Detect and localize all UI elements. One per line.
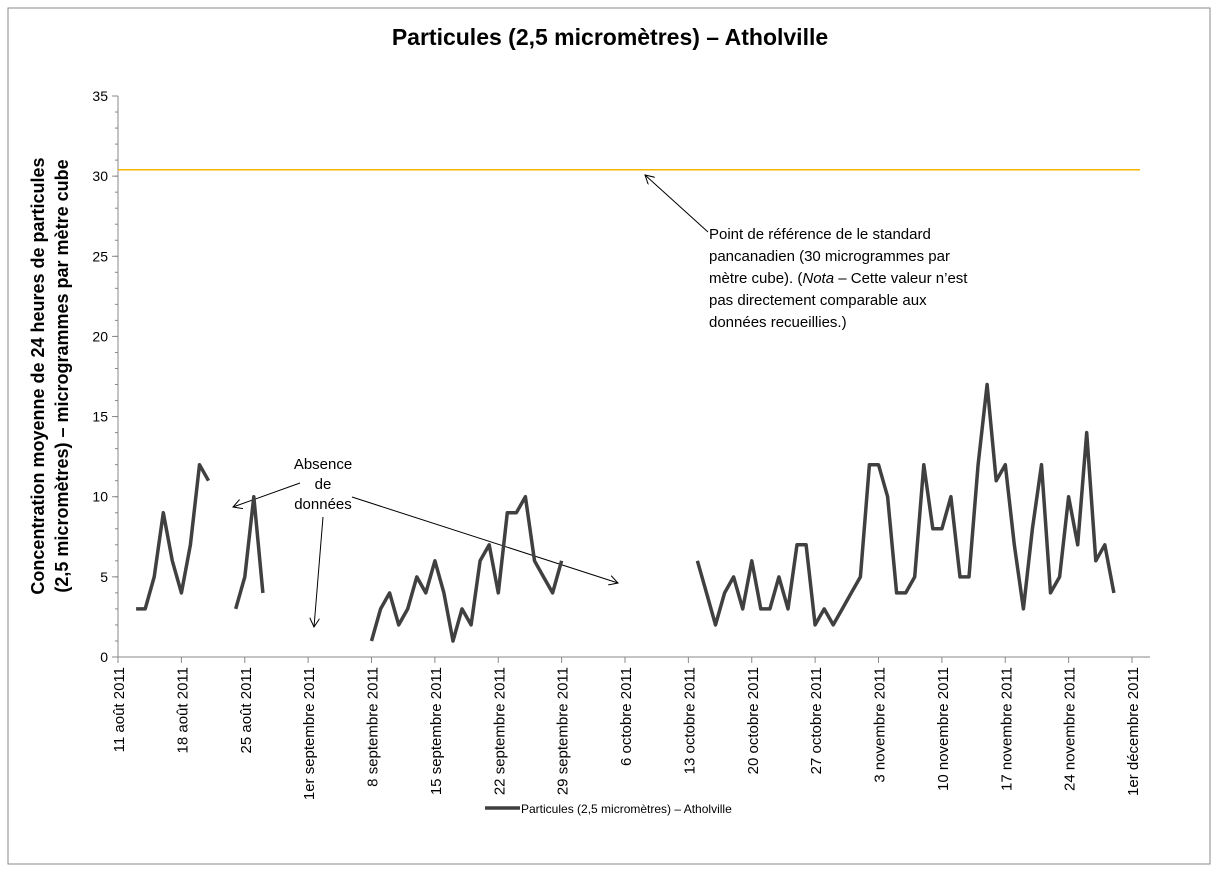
x-tick-label: 15 septembre 2011 [428,667,445,795]
annotation-arrows [233,175,709,627]
annotation-line: Absence [294,456,352,473]
annotation-part: Nota [802,270,834,287]
annotation-line: données [294,496,352,513]
x-tick-label: 1er septembre 2011 [301,667,318,800]
x-tick-label: 18 août 2011 [174,667,191,753]
y-tick-label: 0 [100,649,108,665]
annotation-part: mètre cube). ( [709,270,802,287]
annotation-line: mètre cube). (Nota – Cette valeur n’est [709,270,968,287]
x-tick-label: 22 septembre 2011 [491,667,508,795]
annotation-line: Point de référence de le standard [709,226,931,243]
annotation-line: de [315,476,332,493]
y-tick-label: 25 [92,248,108,264]
y-axis-title-line: Concentration moyenne de 24 heures de pa… [28,157,48,594]
y-tick-label: 15 [92,409,108,425]
x-tick-label: 29 septembre 2011 [555,667,572,795]
x-tick-label: 25 août 2011 [238,667,255,753]
x-tick-label: 8 septembre 2011 [365,667,382,787]
arrow [233,482,301,507]
x-tick-label: 10 novembre 2011 [935,667,952,791]
y-axis-title: Concentration moyenne de 24 heures de pa… [28,157,72,594]
annotation-line: données recueillies.) [709,314,847,331]
y-tick-label: 5 [100,569,108,585]
y-tick-label: 35 [92,88,108,104]
annotation-part: – Cette valeur n’est [834,270,968,287]
x-tick-label: 11 août 2011 [111,667,128,752]
legend-label: Particules (2,5 micromètres) – Atholvill… [521,802,732,816]
x-tick-label: 24 novembre 2011 [1062,667,1079,791]
chart-title: Particules (2,5 micromètres) – Atholvill… [392,24,828,50]
y-tick-label: 10 [92,489,108,505]
y-tick-label: 30 [92,168,108,184]
x-tick-label: 13 octobre 2011 [681,667,698,774]
x-tick-label: 6 octobre 2011 [618,667,635,766]
x-tick-label: 3 novembre 2011 [872,667,889,783]
annotation-line: pas directement comparable aux [709,292,927,309]
x-tick-label: 1er décembre 2011 [1125,667,1142,796]
y-axis-title-line: (2,5 micromètres) – microgrammes par mèt… [52,159,72,592]
arrow [314,516,324,627]
arrow [351,496,618,583]
annotation-line: pancanadien (30 microgrammes par [709,248,950,265]
chart-border [7,7,1211,865]
x-tick-label: 20 octobre 2011 [745,667,762,774]
y-tick-label: 20 [92,328,108,344]
x-tick-label: 27 octobre 2011 [808,667,825,774]
arrow [645,175,709,233]
data-line [136,382,1116,643]
x-tick-label: 17 novembre 2011 [998,667,1015,791]
